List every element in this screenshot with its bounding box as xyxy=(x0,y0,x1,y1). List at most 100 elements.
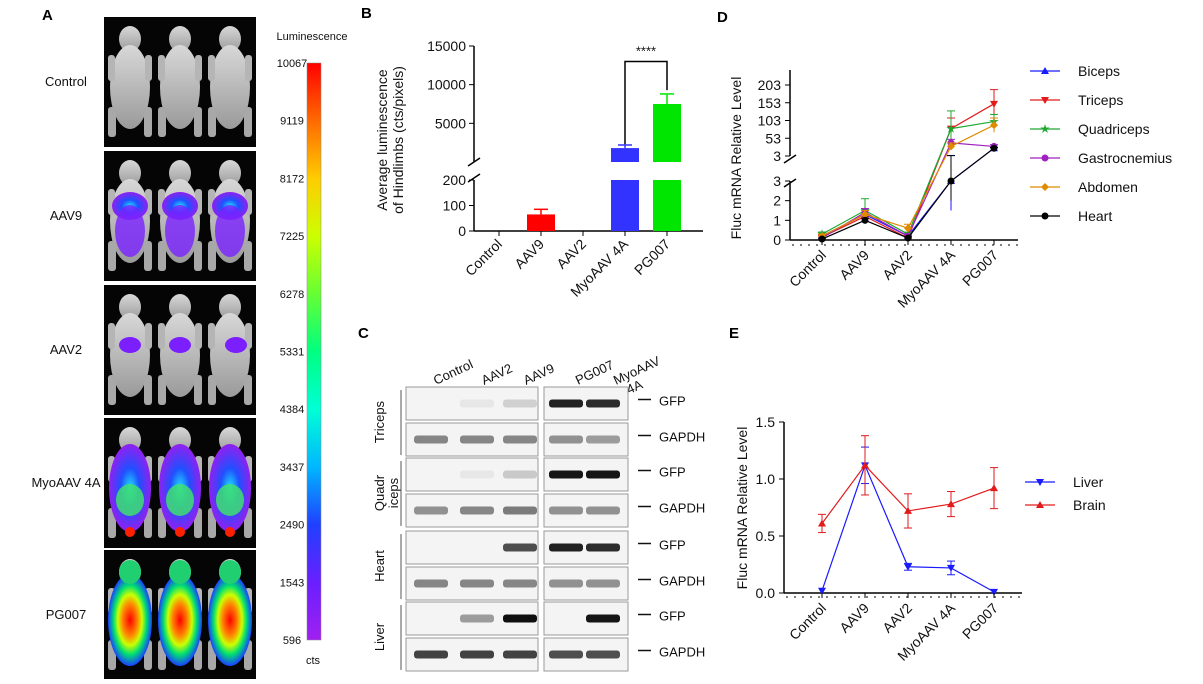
mouse-pg-3 xyxy=(208,559,252,670)
data-point xyxy=(904,234,912,242)
y-tick-label: 203 xyxy=(758,77,782,93)
legend-marker xyxy=(1041,154,1049,162)
mouse-aav2-2 xyxy=(158,294,202,405)
y-tick-label: 1 xyxy=(773,212,781,228)
y-tick-label: 1.0 xyxy=(756,471,776,487)
data-point xyxy=(990,144,998,152)
colorbar-tick: 4384 xyxy=(280,404,304,416)
data-point xyxy=(947,177,955,185)
lane-label: AAV2 xyxy=(479,360,515,387)
bar-lower-3 xyxy=(611,180,639,231)
panel-e-line-chart: Fluc mRNA Relative Level 0.0 0.5 1.0 1.5 Cont… xyxy=(734,414,1106,664)
x-tick-label: AAV2 xyxy=(553,236,589,272)
x-tick-label: Control xyxy=(786,247,829,290)
x-tick-label: Control xyxy=(462,236,505,279)
tissue-label: Liver xyxy=(372,622,387,651)
bar-1 xyxy=(527,214,555,231)
band-label: GFP xyxy=(659,609,686,624)
data-point xyxy=(904,563,912,571)
x-tick-label: AAV9 xyxy=(836,600,872,636)
tissue-label: Heart xyxy=(372,550,387,582)
y-tick-label: 10000 xyxy=(427,77,466,93)
panel-label-b: B xyxy=(361,5,372,22)
axis-break-upper xyxy=(467,157,481,167)
mouse-aav9-2 xyxy=(158,160,202,271)
data-point xyxy=(818,519,826,527)
colorbar-unit: cts xyxy=(306,655,321,667)
colorbar-tick: 9119 xyxy=(280,116,304,128)
y-tick-label: 15000 xyxy=(427,38,466,54)
panel-a-imaging: Control AAV9 AAV2 MyoAAV 4A PG007 Luminescenc… xyxy=(31,17,347,680)
axis-break-lower xyxy=(783,178,797,188)
gfp-band xyxy=(549,399,583,408)
band-label: GFP xyxy=(659,538,686,553)
bar-upper-4 xyxy=(653,104,681,162)
signal-tail xyxy=(125,527,135,537)
signal-liver xyxy=(119,337,141,353)
signal-tail xyxy=(225,527,235,537)
panel-label-d: D xyxy=(717,9,728,26)
y-axis-label: Fluc mRNA Relative Level xyxy=(728,77,744,240)
legend-label: Quadriceps xyxy=(1078,121,1150,137)
y-tick-label: 5000 xyxy=(435,115,466,131)
series-quadriceps xyxy=(817,110,999,239)
mouse-myo-3 xyxy=(208,427,252,538)
mouse-aav2-1 xyxy=(108,294,152,405)
tissue-label-cont: iceps xyxy=(386,477,401,508)
data-point xyxy=(947,142,955,151)
mouse-control-2 xyxy=(158,26,202,137)
series-line xyxy=(821,463,995,593)
x-tick-label: AAV9 xyxy=(836,247,872,283)
legend-marker xyxy=(1041,212,1049,220)
gapdh-band xyxy=(414,435,448,444)
signal-muscle xyxy=(216,484,244,516)
group-label-myo: MyoAAV 4A xyxy=(31,475,100,490)
data-point xyxy=(904,224,912,233)
legend-marker xyxy=(1036,501,1044,508)
signal-liver xyxy=(225,337,247,353)
panel-label-c: C xyxy=(358,325,369,342)
signal-muscle xyxy=(116,484,144,516)
legend-marker xyxy=(1041,97,1049,104)
significance-bracket xyxy=(624,60,668,145)
data-point xyxy=(904,506,912,514)
lane-label: AAV9 xyxy=(521,360,557,387)
gfp-band xyxy=(549,470,583,479)
y-tick-label: 100 xyxy=(443,198,467,214)
colorbar-tick: 596 xyxy=(283,635,301,647)
colorbar xyxy=(306,62,322,641)
colorbar-tick: 1543 xyxy=(280,577,304,589)
signal-muscle xyxy=(166,484,194,516)
legend-label: Heart xyxy=(1078,208,1112,224)
gapdh-band xyxy=(503,435,537,444)
x-tick-label: PG007 xyxy=(959,600,1001,642)
group-label-control: Control xyxy=(45,74,87,89)
y-tick-label: 200 xyxy=(443,172,467,188)
mouse-aav9-1 xyxy=(108,160,152,271)
data-point xyxy=(990,588,998,596)
gfp-band xyxy=(503,470,537,479)
gapdh-band xyxy=(586,435,620,444)
colorbar-tick: 10067 xyxy=(277,58,308,70)
gapdh-band xyxy=(586,650,620,659)
x-tick-label: AAV2 xyxy=(879,247,915,283)
gapdh-band xyxy=(549,506,583,515)
signal-liver xyxy=(169,337,191,353)
y-tick-label: 53 xyxy=(765,130,781,146)
gfp-band xyxy=(460,614,494,623)
gfp-band xyxy=(460,470,494,479)
band-label: GAPDH xyxy=(659,645,705,660)
signal-body xyxy=(215,205,245,257)
signal-head xyxy=(119,560,141,584)
band-label: GAPDH xyxy=(659,574,705,589)
gapdh-band xyxy=(549,435,583,444)
series-abdomen xyxy=(818,117,998,241)
signal-body xyxy=(165,205,195,257)
mouse-pg-2 xyxy=(158,559,202,670)
band-label: GFP xyxy=(659,465,686,480)
band-label: GAPDH xyxy=(659,430,705,445)
data-point xyxy=(946,123,956,133)
legend-label: Liver xyxy=(1073,474,1104,490)
x-tick-label: AAV9 xyxy=(511,236,547,272)
